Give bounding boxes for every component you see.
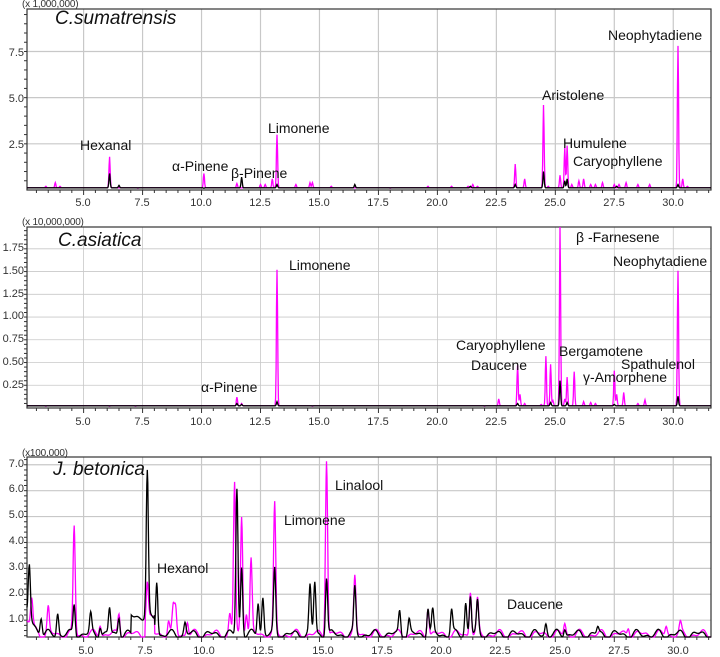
x-tick-label: 15.0: [308, 197, 330, 209]
x-tick-label: 10.0: [190, 197, 212, 209]
y-tick-label: 6.0: [8, 483, 24, 495]
y-tick-label: 0.25: [2, 379, 24, 391]
y-tick-label: 0.75: [2, 333, 24, 345]
grid: [27, 227, 711, 408]
x-tick-label: 5.0: [78, 645, 94, 657]
x-tick-label: 30.0: [667, 645, 689, 657]
peak-label-hexanal: Hexanal: [80, 137, 132, 153]
x-tick-label: 10.0: [190, 416, 212, 428]
peak-label-limonene: Limonene: [289, 257, 351, 273]
panel-title: C.asiatica: [58, 230, 142, 251]
peak-label-humulene: Humulene: [563, 135, 627, 151]
x-tick-label: 12.5: [252, 645, 274, 657]
peak-label-beta-pinene: β-Pinene: [231, 165, 288, 181]
peak-label-aristolene: Aristolene: [542, 87, 605, 103]
plot-area: [24, 8, 712, 195]
y-multiplier: (x100,000): [22, 448, 68, 459]
x-tick-label: 22.5: [489, 645, 511, 657]
black-trace: [27, 171, 711, 189]
x-tick-label: 7.5: [137, 645, 153, 657]
peak-label-spathulenol: Spathulenol: [621, 356, 695, 372]
y-tick-label: 0.50: [2, 356, 24, 368]
magenta-trace: [26, 461, 711, 638]
peak-label-hexanol: Hexanol: [157, 560, 209, 576]
y-tick-label: 2.5: [8, 139, 24, 151]
grid: [27, 457, 711, 637]
peak-label-neophytadiene: Neophytadiene: [608, 27, 703, 43]
x-tick-label: 20.0: [430, 645, 452, 657]
x-tick-label: 7.5: [134, 416, 150, 428]
x-tick-label: 25.0: [549, 645, 571, 657]
chromatogram-panel-c-sumatrensis: (x 1,000,000) C.sumatrensis 2.5 5.0 7.5 …: [0, 0, 720, 209]
peak-label-alpha-pinene: α-Pinene: [201, 379, 258, 395]
y-tick-label: 7.0: [8, 458, 24, 470]
peak-label-caryophyllene: Caryophyllene: [456, 337, 546, 353]
y-tick-label: 7.5: [8, 47, 24, 59]
x-tick-label: 5.0: [75, 416, 91, 428]
peak-label-daucene: Daucene: [507, 596, 564, 612]
x-tick-label: 25.0: [544, 416, 566, 428]
panel-title: J. betonica: [53, 459, 145, 480]
y-multiplier: (x 10,000,000): [22, 217, 84, 228]
black-trace: [27, 380, 711, 407]
y-tick-label: 1.75: [2, 242, 24, 254]
peak-label-gamma-amorphene: γ-Amorphene: [583, 369, 668, 385]
chromatogram-panel-c-asiatica: (x 10,000,000) C.asiatica 0.25 0.50 0.75…: [2, 217, 712, 428]
peak-label-bergamotene: Bergamotene: [559, 343, 644, 359]
panel-title: C.sumatrensis: [55, 8, 177, 29]
x-tick-label: 22.5: [485, 416, 507, 428]
x-tick-label: 17.5: [371, 645, 393, 657]
y-tick-label: 2.0: [8, 587, 24, 599]
peak-label-beta-farnesene: β -Farnesene: [576, 229, 660, 245]
x-tick-label: 12.5: [249, 416, 271, 428]
x-tick-label: 27.5: [603, 197, 625, 209]
x-tick-label: 20.0: [426, 197, 448, 209]
x-tick-label: 30.0: [662, 197, 684, 209]
peak-label-caryophyllene: Caryophyllene: [573, 153, 663, 169]
x-tick-label: 20.0: [426, 416, 448, 428]
y-tick-label: 4.0: [8, 535, 24, 547]
peak-label-neophytadiene: Neophytadiene: [613, 253, 708, 269]
y-tick-label: 5.0: [8, 93, 24, 105]
x-tick-label: 7.5: [134, 197, 150, 209]
x-tick-label: 12.5: [249, 197, 271, 209]
y-tick-label: 1.0: [8, 613, 24, 625]
peak-label-alpha-pinene: α-Pinene: [172, 158, 229, 174]
x-tick-label: 17.5: [367, 197, 389, 209]
x-tick-label: 5.0: [75, 197, 91, 209]
x-tick-label: 10.0: [193, 645, 215, 657]
x-tick-label: 17.5: [367, 416, 389, 428]
y-multiplier: (x 1,000,000): [22, 0, 79, 10]
peak-label-daucene: Daucene: [471, 357, 528, 373]
y-tick-label: 1.50: [2, 265, 24, 277]
x-tick-label: 25.0: [544, 197, 566, 209]
x-tick-label: 30.0: [662, 416, 684, 428]
peak-label-limonene: Limonene: [268, 120, 330, 136]
x-tick-label: 15.0: [312, 645, 334, 657]
grid: [27, 9, 711, 190]
black-trace: [26, 469, 711, 638]
x-tick-label: 22.5: [485, 197, 507, 209]
y-tick-label: 1.00: [2, 310, 24, 322]
y-tick-label: 5.0: [8, 509, 24, 521]
peak-label-linalool: Linalool: [335, 477, 384, 493]
plot-area: [24, 226, 712, 413]
x-tick-label: 27.5: [608, 645, 630, 657]
y-tick-label: 1.25: [2, 288, 24, 300]
x-tick-label: 15.0: [308, 416, 330, 428]
x-tick-label: 27.5: [603, 416, 625, 428]
peak-label-limonene: Limonene: [284, 512, 346, 528]
y-tick-label: 3.0: [8, 561, 24, 573]
